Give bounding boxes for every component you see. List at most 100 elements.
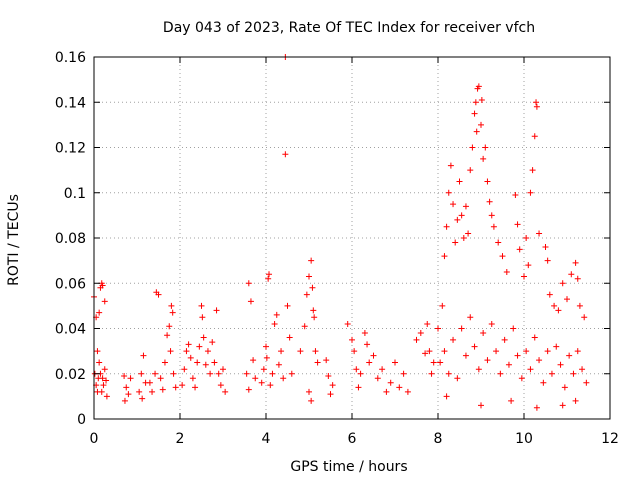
data-point (164, 332, 171, 339)
data-point (247, 298, 254, 305)
data-point (301, 323, 308, 330)
data-point (103, 377, 110, 384)
data-point (101, 298, 108, 305)
data-point (204, 348, 211, 355)
data-point (454, 375, 461, 382)
data-point (473, 128, 480, 135)
data-point (121, 373, 128, 380)
y-tick-label: 0.06 (55, 276, 86, 292)
data-point (258, 379, 265, 386)
data-point (355, 384, 362, 391)
data-point (568, 271, 575, 278)
data-point (527, 366, 534, 373)
data-point (413, 336, 420, 343)
data-point (353, 366, 360, 373)
data-point (570, 370, 577, 377)
data-point (306, 273, 312, 280)
data-point (458, 212, 465, 219)
data-point (469, 144, 476, 151)
data-point (99, 282, 106, 289)
data-point (443, 393, 450, 400)
data-point (152, 370, 159, 377)
data-point (136, 388, 143, 395)
data-point (510, 325, 517, 332)
data-point (559, 402, 566, 409)
data-point (351, 348, 358, 355)
data-point (98, 388, 105, 395)
data-point (441, 253, 448, 260)
data-point (583, 379, 590, 386)
data-point (512, 192, 519, 199)
data-point (514, 221, 521, 228)
y-tick-label: 0 (77, 412, 86, 428)
data-point (306, 388, 312, 395)
data-point (505, 361, 512, 368)
data-point (404, 388, 411, 395)
data-point (325, 373, 332, 380)
data-point (544, 257, 551, 264)
data-point (155, 291, 162, 298)
data-point (495, 239, 502, 246)
data-point (579, 366, 586, 373)
data-point (379, 366, 386, 373)
data-point (200, 334, 207, 341)
data-point (546, 291, 553, 298)
data-point (548, 370, 555, 377)
data-point (540, 379, 547, 386)
data-point (471, 343, 478, 350)
data-point (557, 361, 564, 368)
data-point (314, 359, 321, 366)
data-point (480, 330, 487, 337)
data-point (462, 352, 469, 359)
data-point (439, 302, 446, 309)
data-point (220, 366, 226, 373)
data-point (450, 336, 457, 343)
data-point (297, 348, 304, 355)
data-point (450, 201, 457, 208)
x-tick-label: 2 (176, 431, 185, 447)
data-point (209, 339, 216, 346)
data-point (263, 354, 270, 361)
data-point (278, 348, 285, 355)
data-point (194, 359, 201, 366)
data-point (275, 361, 282, 368)
data-point (196, 343, 203, 350)
x-tick-label: 12 (601, 431, 619, 447)
data-point (344, 320, 351, 327)
data-point (544, 348, 551, 355)
data-point (167, 348, 174, 355)
data-point (357, 370, 364, 377)
data-point (207, 370, 214, 377)
data-point (493, 348, 500, 355)
data-point (383, 388, 390, 395)
data-point (561, 384, 568, 391)
data-point (140, 352, 147, 359)
data-point (581, 314, 588, 321)
data-point (536, 230, 543, 237)
data-point (499, 253, 506, 260)
data-point (329, 382, 336, 389)
data-point (303, 291, 310, 298)
y-tick-label: 0.14 (55, 95, 86, 111)
y-tick-label: 0.1 (64, 186, 86, 202)
data-point (542, 244, 549, 251)
data-point (516, 246, 523, 253)
y-tick-label: 0.02 (55, 367, 86, 383)
data-point (527, 189, 534, 196)
data-point (121, 397, 128, 404)
data-point (430, 359, 437, 366)
data-point (310, 307, 317, 314)
data-point (533, 99, 540, 106)
data-point (396, 384, 403, 391)
data-point (364, 341, 371, 348)
x-tick-label: 8 (434, 431, 443, 447)
data-point (169, 309, 176, 316)
data-point (245, 386, 252, 393)
data-point (572, 259, 579, 266)
data-point (387, 379, 394, 386)
data-point (327, 391, 334, 398)
data-point (269, 370, 276, 377)
data-point (149, 388, 156, 395)
data-point (428, 370, 435, 377)
data-point (536, 357, 543, 364)
